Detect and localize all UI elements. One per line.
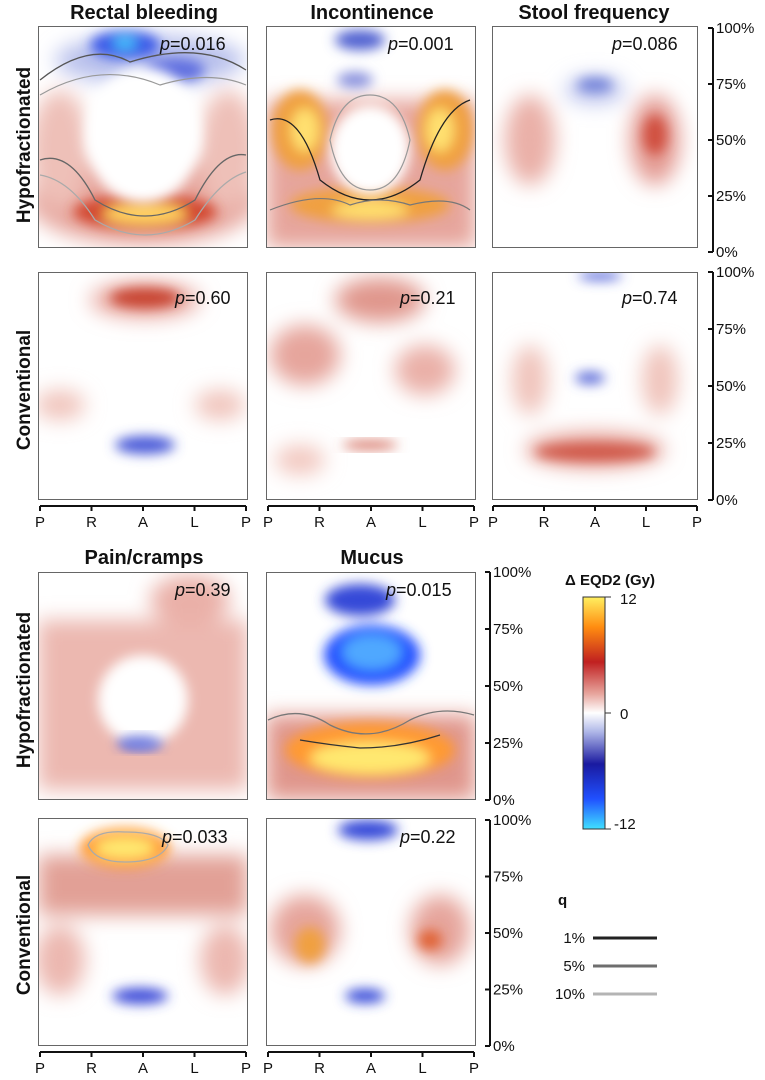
title-pain-cramps: Pain/cramps	[85, 547, 204, 569]
y-tick-label-top-hypo-1: 25%	[716, 188, 746, 205]
panel-pain-cramps-hypo	[38, 572, 248, 800]
x-tick-label-top-rectal-2: A	[138, 514, 148, 531]
y-tick-label-bottom-hypo-2: 50%	[493, 678, 523, 695]
x-tick-label-bottom-pain-3: L	[190, 1060, 198, 1077]
x-tick-label-bottom-mucus-1: R	[314, 1060, 325, 1077]
y-tick-label-bottom-conv-1: 25%	[493, 982, 523, 999]
x-tick-label-top-incont-4: P	[469, 514, 479, 531]
x-tick-label-bottom-pain-2: A	[138, 1060, 148, 1077]
panel-incontinence-conv	[266, 272, 476, 500]
colorbar-mid-label: 0	[620, 706, 628, 723]
x-tick-label-top-stool-2: A	[590, 514, 600, 531]
y-tick-label-bottom-conv-2: 50%	[493, 925, 523, 942]
x-tick-label-bottom-pain-4: P	[241, 1060, 251, 1077]
q-legend-label-0: 1%	[563, 930, 585, 947]
pval-pain-conv: p=0.033	[161, 827, 228, 847]
title-mucus: Mucus	[340, 547, 403, 569]
pval-stool-hypo: p=0.086	[611, 34, 678, 54]
y-tick-label-top-hypo-3: 75%	[716, 76, 746, 93]
y-tick-label-top-hypo-0: 0%	[716, 244, 738, 261]
x-tick-label-bottom-pain-0: P	[35, 1060, 45, 1077]
colorbar-max-label: 12	[620, 591, 637, 608]
title-stool-frequency: Stool frequency	[518, 2, 670, 24]
row-label-hypo-top: Hypofractionated	[14, 67, 35, 223]
pval-mucus-conv: p=0.22	[399, 827, 456, 847]
x-tick-label-top-stool-3: L	[642, 514, 650, 531]
y-tick-label-top-hypo-4: 100%	[716, 20, 754, 37]
y-tick-label-top-conv-3: 75%	[716, 321, 746, 338]
x-tick-label-top-stool-1: R	[539, 514, 550, 531]
y-tick-label-bottom-conv-0: 0%	[493, 1038, 515, 1055]
colorbar-min-label: -12	[614, 816, 636, 833]
panel-stool-frequency-conv	[492, 272, 698, 500]
panel-mucus-hypo	[266, 572, 476, 800]
x-tick-label-top-rectal-0: P	[35, 514, 45, 531]
y-tick-label-bottom-hypo-1: 25%	[493, 735, 523, 752]
row-label-conv-top: Conventional	[14, 330, 35, 450]
x-tick-label-top-incont-2: A	[366, 514, 376, 531]
y-tick-label-bottom-conv-4: 100%	[493, 812, 531, 829]
x-tick-label-bottom-pain-1: R	[86, 1060, 97, 1077]
pval-rectal-conv: p=0.60	[174, 288, 231, 308]
x-tick-label-top-stool-4: P	[692, 514, 702, 531]
pval-rectal-hypo: p=0.016	[159, 34, 226, 54]
panel-incontinence-hypo	[266, 26, 476, 248]
title-rectal-bleeding: Rectal bleeding	[70, 2, 218, 24]
q-legend-label-2: 10%	[555, 986, 585, 1003]
pval-mucus-hypo: p=0.015	[385, 580, 452, 600]
x-tick-label-top-rectal-4: P	[241, 514, 251, 531]
pval-incont-hypo: p=0.001	[387, 34, 454, 54]
q-legend-title: q	[558, 892, 567, 909]
y-tick-label-bottom-conv-3: 75%	[493, 869, 523, 886]
y-tick-label-bottom-hypo-0: 0%	[493, 792, 515, 809]
q-legend: 1% 5% 10%	[555, 930, 657, 1003]
panel-stool-frequency-hypo	[492, 26, 698, 248]
y-tick-label-top-conv-2: 50%	[716, 378, 746, 395]
x-tick-label-bottom-mucus-4: P	[469, 1060, 479, 1077]
panel-rectal-bleeding-hypo	[38, 26, 248, 248]
q-legend-label-1: 5%	[563, 958, 585, 975]
title-incontinence: Incontinence	[310, 2, 433, 24]
y-axes: 0% 25% 50% 75% 100% 0% 25% 50% 75% 100% 0% 25% 50% 75…	[485, 20, 754, 1055]
x-tick-label-top-incont-0: P	[263, 514, 273, 531]
x-axes: P R A L P P R A L P P R A L PP R A L P P R A L P	[35, 505, 702, 1077]
colorbar-title: Δ EQD2 (Gy)	[565, 572, 655, 589]
panel-mucus-conv	[266, 818, 476, 1046]
colorbar	[582, 596, 606, 830]
y-tick-label-top-conv-1: 25%	[716, 435, 746, 452]
panel-rectal-bleeding-conv	[38, 272, 248, 500]
x-tick-label-top-rectal-3: L	[190, 514, 198, 531]
y-tick-label-top-conv-0: 0%	[716, 492, 738, 509]
x-tick-label-top-incont-1: R	[314, 514, 325, 531]
x-tick-label-bottom-mucus-0: P	[263, 1060, 273, 1077]
x-tick-label-top-incont-3: L	[418, 514, 426, 531]
pval-incont-conv: p=0.21	[399, 288, 456, 308]
row-label-hypo-bottom: Hypofractionated	[14, 612, 35, 768]
panel-pain-cramps-conv	[38, 818, 248, 1046]
x-tick-label-bottom-mucus-2: A	[366, 1060, 376, 1077]
y-tick-label-top-hypo-2: 50%	[716, 132, 746, 149]
x-tick-label-bottom-mucus-3: L	[418, 1060, 426, 1077]
x-tick-label-top-stool-0: P	[488, 514, 498, 531]
row-label-conv-bottom: Conventional	[14, 875, 35, 995]
y-tick-label-bottom-hypo-3: 75%	[493, 621, 523, 638]
pval-pain-hypo: p=0.39	[174, 580, 231, 600]
y-tick-label-bottom-hypo-4: 100%	[493, 564, 531, 581]
x-tick-label-top-rectal-1: R	[86, 514, 97, 531]
y-tick-label-top-conv-4: 100%	[716, 264, 754, 281]
pval-stool-conv: p=0.74	[621, 288, 678, 308]
